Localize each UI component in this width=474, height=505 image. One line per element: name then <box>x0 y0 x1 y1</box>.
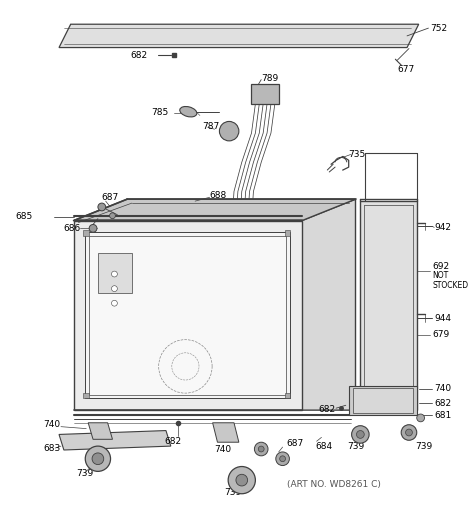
Polygon shape <box>59 431 171 450</box>
Text: 740: 740 <box>215 444 232 453</box>
Polygon shape <box>59 24 419 47</box>
Bar <box>349 386 417 415</box>
Polygon shape <box>302 199 356 410</box>
Polygon shape <box>85 232 291 398</box>
Polygon shape <box>88 423 112 439</box>
Bar <box>353 388 413 413</box>
Text: 679: 679 <box>432 330 449 339</box>
Text: 682: 682 <box>164 437 181 446</box>
Polygon shape <box>73 199 356 221</box>
Polygon shape <box>213 423 239 442</box>
Text: 685: 685 <box>15 212 33 221</box>
Circle shape <box>241 268 253 280</box>
Text: 735: 735 <box>349 150 366 159</box>
Circle shape <box>109 213 115 219</box>
Polygon shape <box>73 221 302 410</box>
Circle shape <box>258 446 264 452</box>
Bar <box>284 393 291 398</box>
Text: 752: 752 <box>430 24 447 33</box>
Bar <box>252 84 279 104</box>
Text: 682: 682 <box>319 405 336 414</box>
Text: 692: 692 <box>432 262 449 271</box>
Text: 683: 683 <box>44 443 61 452</box>
Text: 686: 686 <box>63 224 80 233</box>
Ellipse shape <box>180 107 197 117</box>
Polygon shape <box>89 236 286 394</box>
Bar <box>98 252 132 293</box>
Text: 739: 739 <box>76 469 94 478</box>
Text: 740: 740 <box>44 420 61 429</box>
Circle shape <box>276 452 290 466</box>
Bar <box>284 230 291 236</box>
Text: (ART NO. WD8261 C): (ART NO. WD8261 C) <box>287 480 382 489</box>
Text: 739: 739 <box>224 488 242 497</box>
Bar <box>83 393 89 398</box>
Text: 789: 789 <box>261 74 278 83</box>
Polygon shape <box>360 201 417 410</box>
Circle shape <box>417 414 425 422</box>
Text: 787: 787 <box>202 122 219 131</box>
Text: STOCKED: STOCKED <box>432 281 468 290</box>
Circle shape <box>111 300 118 306</box>
Circle shape <box>98 203 106 211</box>
Circle shape <box>255 442 268 456</box>
Circle shape <box>89 224 97 232</box>
Circle shape <box>92 453 104 465</box>
Circle shape <box>85 446 110 471</box>
Text: 688: 688 <box>210 191 227 200</box>
Text: 739: 739 <box>347 441 364 450</box>
Text: 681: 681 <box>434 412 452 421</box>
Circle shape <box>406 429 412 436</box>
Text: 677: 677 <box>397 66 415 74</box>
Bar <box>83 230 89 236</box>
Text: 687: 687 <box>286 439 304 448</box>
Circle shape <box>280 456 285 462</box>
Text: 944: 944 <box>434 314 451 323</box>
Circle shape <box>356 431 364 438</box>
Text: 739: 739 <box>415 441 432 450</box>
Circle shape <box>236 474 247 486</box>
Text: 740: 740 <box>434 384 451 393</box>
Text: 682: 682 <box>434 399 451 408</box>
Text: NOT: NOT <box>432 272 448 280</box>
Circle shape <box>219 121 239 141</box>
Text: 684: 684 <box>316 441 333 450</box>
Circle shape <box>401 425 417 440</box>
Text: 785: 785 <box>151 108 169 117</box>
Text: 942: 942 <box>434 223 451 232</box>
Circle shape <box>228 467 255 494</box>
Circle shape <box>352 426 369 443</box>
Text: 682: 682 <box>130 51 147 60</box>
Text: 687: 687 <box>102 193 119 202</box>
Circle shape <box>111 286 118 291</box>
Circle shape <box>111 271 118 277</box>
